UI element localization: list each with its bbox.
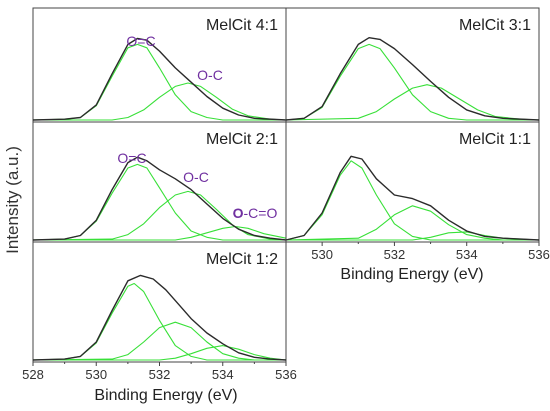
envelope-line	[285, 155, 540, 241]
component-line	[285, 160, 539, 241]
component-line	[33, 345, 287, 361]
x-tick-label: 530	[85, 367, 107, 382]
x-tick-label: 534	[212, 367, 234, 382]
component-line	[33, 82, 287, 121]
panel-3: MelCit 1:1 530 532 534 536 Binding Energy (eV…	[285, 121, 550, 283]
panel-title: MelCit 2:1	[206, 131, 278, 148]
peak-label: O-C=O	[233, 205, 278, 221]
peak-label: O-C	[183, 169, 209, 185]
peak-label: O=C	[126, 33, 155, 49]
panel-title: MelCit 1:1	[459, 131, 531, 148]
x-tick-label: 532	[149, 367, 171, 382]
component-line	[32, 321, 286, 361]
envelope-line	[285, 37, 540, 121]
panel-title: MelCit 3:1	[459, 17, 531, 34]
panel-1: MelCit 3:1	[285, 7, 540, 123]
x-tick-label: 528	[22, 367, 44, 382]
component-line	[32, 282, 286, 361]
x-axis-label: Binding Energy (eV)	[94, 387, 237, 404]
component-line	[32, 190, 287, 241]
component-line	[32, 43, 286, 121]
panel-2: MelCit 2:1 O=C O-C O-C=O	[32, 121, 287, 243]
peak-label: O=C	[117, 150, 146, 166]
chart-panels: MelCit 4:1 O=C O-C MelCit 3:1 MelCit 2:1 O=C O…	[22, 7, 550, 404]
peak-label: O-C	[197, 67, 223, 83]
envelope-line	[32, 37, 287, 121]
panel-0: MelCit 4:1 O=C O-C	[32, 7, 287, 123]
envelope-line	[32, 274, 287, 361]
x-tick-label: 530	[311, 247, 333, 262]
panel-title: MelCit 4:1	[206, 17, 278, 34]
component-line	[33, 225, 287, 241]
x-tick-label: 534	[456, 247, 478, 262]
component-line	[285, 205, 539, 241]
x-tick-label: 532	[384, 247, 406, 262]
x-tick-label: 536	[528, 247, 550, 262]
x-tick-label: 536	[275, 367, 297, 382]
panel-frame	[285, 121, 540, 243]
panel-title: MelCit 1:2	[206, 251, 278, 268]
component-line	[285, 43, 539, 121]
component-line	[285, 84, 540, 121]
envelope-line	[32, 156, 287, 241]
y-axis-label: Intensity (a.u.)	[3, 146, 22, 254]
x-axis-label: Binding Energy (eV)	[340, 266, 483, 283]
panel-4: MelCit 1:2 528 530 532 534 536 Binding Energy …	[22, 241, 297, 404]
